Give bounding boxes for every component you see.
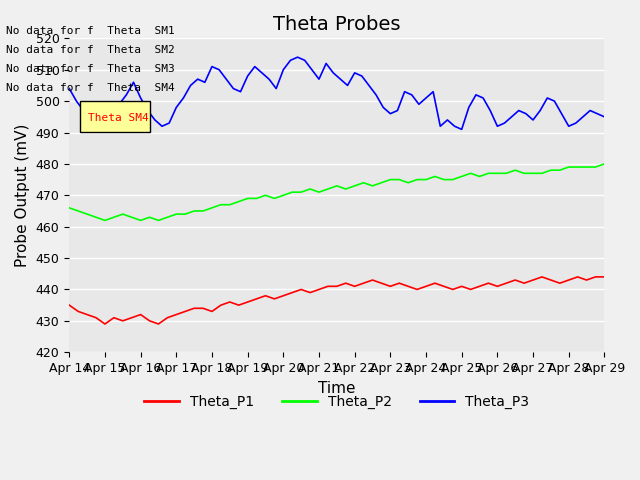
- Theta_P2: [360, 180, 367, 186]
- Theta_P3: [115, 101, 123, 107]
- Theta_P3: [600, 114, 608, 120]
- Theta_P1: [600, 274, 608, 280]
- Theta_P3: [294, 54, 301, 60]
- Line: Theta_P2: Theta_P2: [69, 164, 604, 220]
- Text: No data for f  Theta  SM1: No data for f Theta SM1: [6, 25, 175, 36]
- Theta_P1: [65, 302, 73, 308]
- Theta_P3: [65, 85, 73, 91]
- Theta_P1: [396, 280, 403, 286]
- Text: No data for f  Theta  SM2: No data for f Theta SM2: [6, 45, 175, 55]
- Legend: Theta_P1, Theta_P2, Theta_P3: Theta_P1, Theta_P2, Theta_P3: [139, 389, 535, 414]
- Theta_P3: [251, 64, 259, 70]
- Theta_P3: [415, 101, 422, 107]
- X-axis label: Time: Time: [318, 381, 356, 396]
- Y-axis label: Probe Output (mV): Probe Output (mV): [15, 123, 30, 267]
- Text: No data for f  Theta  SM4: No data for f Theta SM4: [6, 83, 175, 93]
- Text: No data for f  Theta  SM3: No data for f Theta SM3: [6, 64, 175, 74]
- Theta_P3: [351, 70, 358, 76]
- Theta_P1: [360, 280, 367, 286]
- Theta_P1: [538, 274, 546, 280]
- Line: Theta_P1: Theta_P1: [69, 277, 604, 324]
- Theta_P3: [429, 89, 437, 95]
- Theta_P2: [199, 208, 207, 214]
- Theta_P1: [262, 293, 269, 299]
- Theta_P1: [181, 309, 189, 314]
- Text: Theta SM4: Theta SM4: [88, 113, 149, 123]
- Theta_P2: [262, 192, 269, 198]
- Theta_P2: [600, 161, 608, 167]
- Theta_P2: [181, 211, 189, 217]
- Theta_P3: [458, 127, 465, 132]
- Theta_P2: [65, 205, 73, 211]
- Theta_P3: [508, 114, 515, 120]
- Theta_P2: [396, 177, 403, 182]
- Theta_P2: [538, 170, 546, 176]
- Theta_P2: [101, 217, 109, 223]
- Theta_P1: [199, 305, 207, 311]
- Line: Theta_P3: Theta_P3: [69, 57, 604, 130]
- Theta_P1: [547, 277, 555, 283]
- Title: Theta Probes: Theta Probes: [273, 15, 401, 34]
- Theta_P1: [101, 321, 109, 327]
